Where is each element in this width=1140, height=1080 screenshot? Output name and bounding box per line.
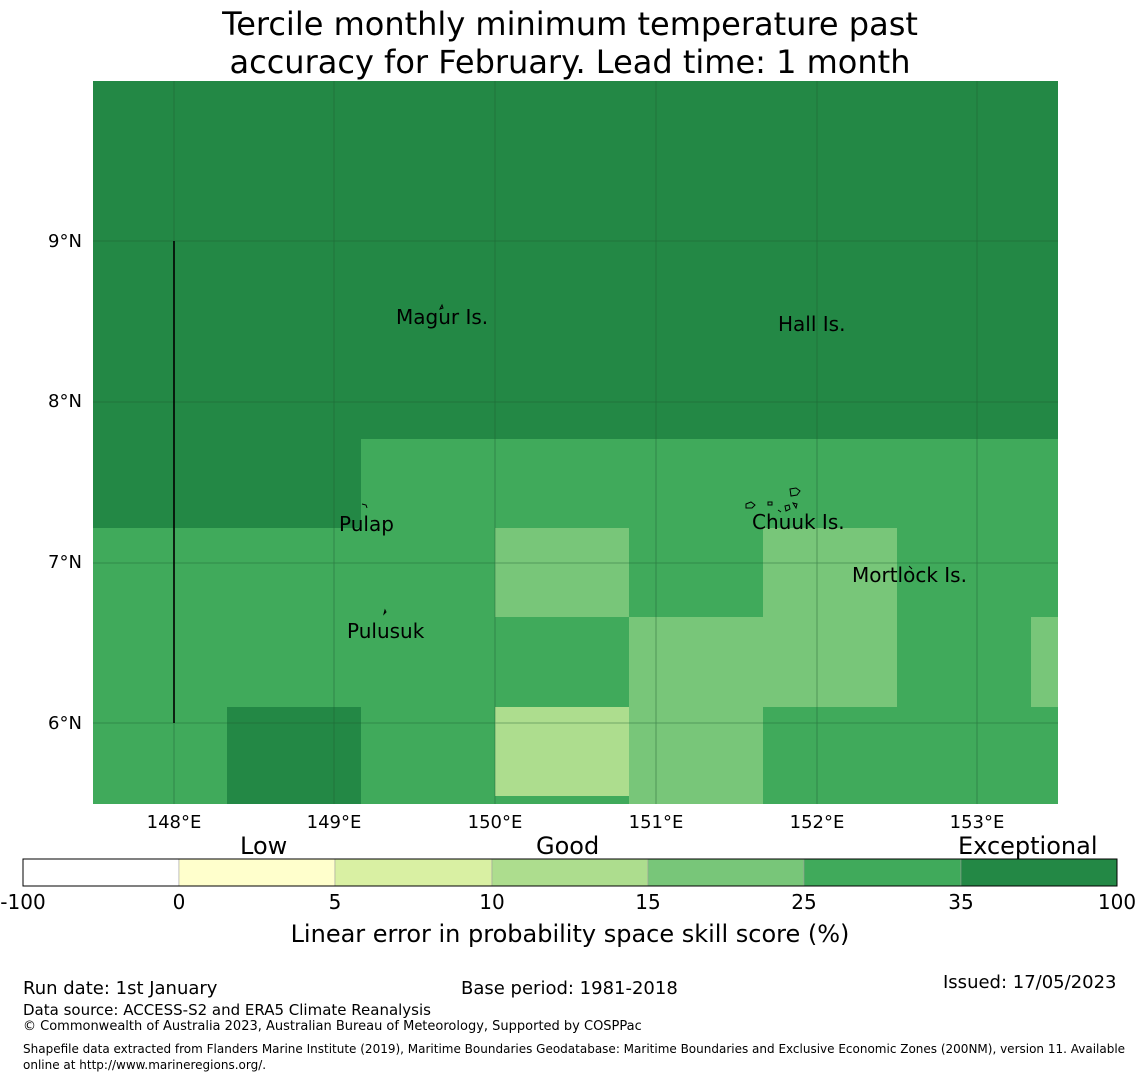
colorbar-tick-0: 0 [172,890,186,914]
map-cell-fair-1 [495,528,629,617]
colorbar-label: Linear error in probability space skill … [290,920,850,948]
lon-label-148e: 148°E [146,812,202,833]
place-label-chuuk: Chuuk Is. [752,510,845,534]
place-label-pulusuk: Pulusuk [347,619,425,643]
map-cell-moderate [495,707,629,796]
colorbar-tick-15: 15 [635,890,661,914]
colorbar [22,858,1118,887]
chuuk-lagoon-shape [745,487,801,513]
lon-label-151e: 151°E [628,812,684,833]
colorbar-segment-5-10 [334,858,493,887]
colorbar-segment-35-100 [960,858,1118,887]
colorbar-tick-10: 10 [479,890,505,914]
skill-score-map [93,81,1058,804]
lat-label-9n: 9°N [48,231,82,252]
colorbar-category-exceptional: Exceptional [958,832,1098,860]
colorbar-category-good: Good [536,832,600,860]
issued-date: Issued: 17/05/2023 [943,972,1117,993]
colorbar-tick-neg100: -100 [0,890,46,914]
colorbar-tick-5: 5 [328,890,342,914]
lat-label-6n: 6°N [48,713,82,734]
lon-label-152e: 152°E [789,812,845,833]
run-date: Run date: 1st January [23,978,218,999]
colorbar-segment-0-5 [178,858,336,887]
colorbar-tick-100: 100 [1097,890,1137,914]
colorbar-tick-25: 25 [791,890,817,914]
chart-title-line1: Tercile monthly minimum temperature past [222,5,918,43]
map-cell-fair-3 [629,617,763,804]
copyright: © Commonwealth of Australia 2023, Austra… [23,1019,642,1034]
lon-label-149e: 149°E [306,812,362,833]
pulap-island-shape [361,503,368,509]
mortlock-island-shape [908,565,913,570]
place-label-magur: Magur Is. [396,305,489,329]
lat-label-7n: 7°N [48,552,82,573]
map-cell-fair-2 [763,528,897,707]
data-source: Data source: ACCESS-S2 and ERA5 Climate … [23,1001,431,1019]
lon-label-153e: 153°E [949,812,1005,833]
colorbar-segment-15-25 [647,858,805,887]
lon-label-150e: 150°E [467,812,523,833]
magur-island-shape [439,303,444,310]
base-period: Base period: 1981-2018 [461,978,678,999]
place-label-pulap: Pulap [339,512,394,536]
shapefile-credit: Shapefile data extracted from Flanders M… [23,1042,1126,1072]
place-label-hall: Hall Is. [778,312,846,336]
colorbar-segment-neg [22,858,180,887]
place-label-mortlock: Mortlock Is. [852,563,967,587]
chart-title-line2: accuracy for February. Lead time: 1 mont… [229,43,911,81]
map-cell-fair-4 [1031,617,1058,707]
pulusuk-island-shape [383,608,387,616]
colorbar-segment-25-35 [803,858,962,887]
colorbar-category-low: Low [240,832,288,860]
lat-label-8n: 8°N [48,391,82,412]
island-outlines [361,303,913,616]
colorbar-segment-10-15 [491,858,649,887]
colorbar-tick-35: 35 [948,890,974,914]
map-cell-good-north [361,439,1058,528]
colorbar-border [22,858,1118,887]
